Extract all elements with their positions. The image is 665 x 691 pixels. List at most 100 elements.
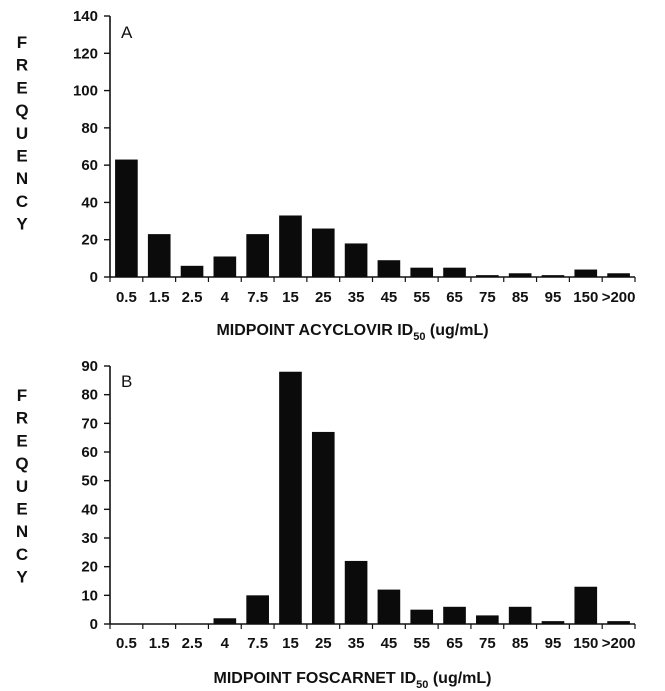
- panel-a-bar->200: [607, 273, 630, 277]
- panel-a-x-tick-label: 2.5: [182, 289, 203, 306]
- panel-a-y-tick-label: 60: [81, 157, 98, 174]
- panel-b-x-axis-label-subscript: 50: [416, 679, 428, 691]
- panel-b-bar-35: [344, 560, 368, 624]
- panel-a-x-tick-label: 4: [221, 289, 230, 306]
- panel-b-bar-15: [279, 371, 302, 624]
- panel-a-x-tick-label: 95: [545, 289, 562, 306]
- panel-b-x-tick-label: 65: [446, 635, 463, 652]
- panel-b-x-tick-label: 95: [545, 635, 562, 652]
- panel-b-x-tick-label: 35: [348, 635, 365, 652]
- panel-a-bar-35: [344, 243, 368, 277]
- panel-b-x-tick-label: 45: [381, 635, 398, 652]
- panel-a-y-tick-label: 40: [81, 194, 98, 211]
- panel-a-y-tick-label: 120: [73, 45, 98, 62]
- panel-b-y-tick-label: 10: [81, 587, 98, 604]
- panel-b-x-axis-label-main: MIDPOINT FOSCARNET ID: [213, 670, 416, 687]
- panel-b-bar-7.5: [246, 595, 269, 624]
- panel-a-bar-25: [311, 228, 335, 277]
- panel-b-bar-4: [213, 618, 237, 624]
- panel-a-x-tick-label: 45: [381, 289, 398, 306]
- panel-b-bar-85: [508, 606, 532, 624]
- panel-a-y-axis-label-letter: R: [16, 56, 28, 75]
- panel-a-y-axis-label-letter: E: [16, 78, 27, 97]
- panel-a-bar-7.5: [246, 234, 269, 277]
- panel-a-bar-4: [213, 256, 237, 277]
- panel-b-y-tick-label: 80: [81, 387, 98, 404]
- panel-a-x-tick-label: 7.5: [247, 289, 268, 306]
- panel-b-x-tick-label: 75: [479, 635, 496, 652]
- panel-b-bar-75: [476, 615, 499, 624]
- panel-a-x-tick-label: 25: [315, 289, 332, 306]
- panel-a-y-axis-label-letter: Q: [15, 101, 28, 120]
- panel-a-bar-55: [410, 267, 434, 277]
- panel-b-x-tick-label: 4: [221, 635, 230, 652]
- panel-a-x-tick-label: 35: [348, 289, 365, 306]
- panel-a-y-tick-label: 100: [73, 83, 98, 100]
- panel-a-y-tick-label: 0: [90, 269, 98, 286]
- panel-b-y-axis-label-letter: Y: [16, 568, 28, 587]
- panel-b-y-tick-label: 50: [81, 473, 98, 490]
- panel-a-x-tick-label: 85: [512, 289, 529, 306]
- panel-b-bar->200: [607, 621, 630, 624]
- panel-a-x-axis-label-subscript: 50: [413, 331, 425, 343]
- panel-a-y-axis-label-letter: E: [16, 147, 27, 166]
- panel-b-x-axis-label: MIDPOINT FOSCARNET ID50 (ug/mL): [213, 670, 491, 691]
- panel-b-y-axis-label-letter: C: [16, 545, 28, 564]
- panel-a-bar-45: [377, 260, 401, 277]
- panel-b-y-tick-label: 90: [81, 358, 98, 375]
- panel-b-bar-150: [574, 586, 598, 624]
- panel-b-y-tick-label: 60: [81, 444, 98, 461]
- panel-a-bar-75: [476, 275, 499, 277]
- panel-b-bar-95: [541, 621, 565, 624]
- panel-a-x-axis-label-unit: (ug/mL): [425, 322, 488, 339]
- panel-b-y-tick-label: 70: [81, 415, 98, 432]
- panel-a-bar-65: [443, 267, 466, 277]
- panel-b-x-tick-label: 0.5: [116, 635, 137, 652]
- panel-a-y-tick-label: 80: [81, 120, 98, 137]
- panel-a-y-axis-label-letter: U: [16, 124, 28, 143]
- panel-b-panel-label: B: [121, 372, 132, 391]
- panel-a-x-tick-label: 1.5: [149, 289, 170, 306]
- panel-a-bar-0.5: [115, 159, 138, 277]
- panel-b-x-tick-label: 85: [512, 635, 529, 652]
- panel-b-x-tick-label: 25: [315, 635, 332, 652]
- panel-b-x-tick-label: >200: [602, 635, 636, 652]
- panel-a-bar-15: [279, 215, 302, 277]
- panel-a-x-tick-label: 65: [446, 289, 463, 306]
- panel-a-x-tick-label: >200: [602, 289, 636, 306]
- panel-b-y-tick-label: 20: [81, 559, 98, 576]
- panel-a-x-tick-label: 150: [573, 289, 598, 306]
- panel-b-y-axis-label-letter: E: [16, 431, 27, 450]
- panel-b-y-axis-label-letter: U: [16, 477, 28, 496]
- panel-a-y-tick-label: 20: [81, 232, 98, 249]
- panel-a-y-axis-label-letter: Y: [16, 215, 28, 234]
- panel-a-bar-1.5: [147, 234, 171, 277]
- panel-a-x-axis-label-main: MIDPOINT ACYCLOVIR ID: [216, 322, 413, 339]
- panel-b-y-tick-label: 0: [90, 616, 98, 633]
- panel-b-y-axis-label-letter: N: [16, 522, 28, 541]
- panel-b-x-axis-label-unit: (ug/mL): [428, 670, 491, 687]
- panel-b-y-axis-label-letter: Q: [15, 454, 28, 473]
- panel-a-y-axis-label-letter: F: [17, 33, 27, 52]
- panel-a-bar-95: [541, 275, 565, 277]
- panel-b-y-axis-label-letter: E: [16, 500, 27, 519]
- panel-b-x-tick-label: 7.5: [247, 635, 268, 652]
- panel-a-y-tick-label: 140: [73, 8, 98, 25]
- panel-a-x-tick-label: 15: [282, 289, 299, 306]
- panel-b-bar-45: [377, 589, 401, 624]
- panel-b-x-tick-label: 55: [413, 635, 430, 652]
- panel-b-y-tick-label: 30: [81, 530, 98, 547]
- panel-a-x-axis-label: MIDPOINT ACYCLOVIR ID50 (ug/mL): [216, 322, 488, 343]
- panel-a-panel-label: A: [121, 23, 133, 42]
- panel-b-x-tick-label: 15: [282, 635, 299, 652]
- panel-b-bar-55: [410, 609, 434, 624]
- panel-b-bar-25: [311, 431, 335, 624]
- panel-a-x-tick-label: 55: [413, 289, 430, 306]
- panel-a-y-axis-label-letter: C: [16, 192, 28, 211]
- panel-b-bar-65: [443, 606, 466, 624]
- panel-b-x-tick-label: 1.5: [149, 635, 170, 652]
- panel-a-bar-2.5: [180, 265, 204, 277]
- panel-a-bar-150: [574, 269, 598, 277]
